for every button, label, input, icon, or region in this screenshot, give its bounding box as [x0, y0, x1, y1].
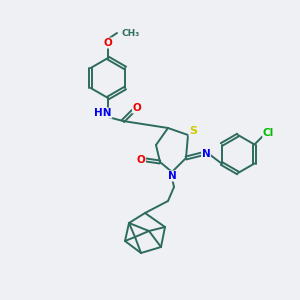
Text: N: N	[168, 171, 176, 181]
Text: HN: HN	[94, 108, 112, 118]
Text: O: O	[103, 38, 112, 48]
Text: CH₃: CH₃	[121, 29, 139, 38]
Text: Cl: Cl	[263, 128, 274, 139]
Text: O: O	[136, 155, 146, 165]
Text: S: S	[189, 126, 197, 136]
Text: O: O	[133, 103, 141, 113]
Text: N: N	[202, 149, 210, 159]
